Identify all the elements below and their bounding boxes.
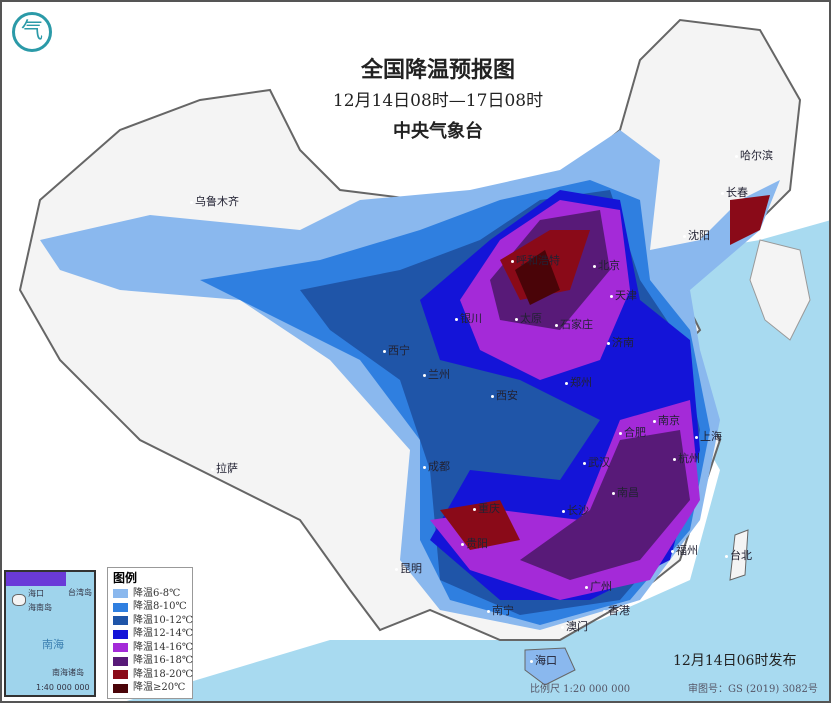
south-china-sea-inset: 海口 海南岛 台湾岛 南海 南海诸岛 1:40 000 000	[4, 570, 96, 697]
legend-swatch	[113, 683, 128, 693]
city-label: 南宁	[487, 604, 514, 617]
legend-label: 降温10-12℃	[133, 614, 194, 626]
legend-swatch	[113, 616, 128, 626]
city-label: 广州	[585, 580, 612, 593]
city-label: 石家庄	[555, 318, 593, 331]
legend: 图例 降温6-8℃ 降温8-10℃ 降温10-12℃ 降温12-14℃ 降温14-16℃…	[107, 567, 193, 699]
city-label: 郑州	[565, 376, 592, 389]
city-label: 重庆	[473, 502, 500, 515]
city-label: 武汉	[583, 456, 610, 469]
cooling-zones	[40, 130, 780, 630]
city-label: 济南	[607, 336, 634, 349]
legend-swatch	[113, 643, 128, 653]
inset-label: 南海诸岛	[52, 668, 84, 677]
legend-label: 降温12-14℃	[133, 628, 194, 640]
city-label: 香港	[603, 604, 630, 617]
legend-swatch	[113, 656, 128, 666]
forecast-period: 12月14日08时—17日08时	[332, 91, 544, 111]
city-label: 乌鲁木齐	[190, 195, 239, 208]
legend-item: 降温18-20℃	[113, 668, 193, 682]
city-label: 哈尔滨	[735, 149, 773, 162]
map-scale: 比例尺 1:20 000 000	[530, 684, 631, 695]
inset-label: 1:40 000 000	[36, 683, 90, 692]
city-label: 杭州	[673, 452, 700, 465]
city-label: 南京	[653, 414, 680, 427]
city-label: 长沙	[562, 504, 589, 517]
city-label: 天津	[610, 289, 637, 302]
inset-label: 台湾岛	[68, 588, 92, 597]
city-label: 海口	[530, 654, 557, 667]
city-label: 澳门	[561, 620, 588, 633]
legend-swatch	[113, 602, 128, 612]
city-label: 长春	[721, 186, 748, 199]
legend-item: 降温≥20℃	[113, 682, 187, 696]
legend-item: 降温16-18℃	[113, 655, 193, 669]
legend-label: 降温16-18℃	[133, 655, 194, 667]
taiwan-island	[729, 529, 749, 581]
city-label: 兰州	[423, 368, 450, 381]
map-title: 全国降温预报图	[360, 58, 516, 83]
inset-label: 南海	[42, 638, 64, 651]
city-label: 合肥	[619, 426, 646, 439]
city-label: 南昌	[612, 486, 639, 499]
city-label: 西宁	[383, 344, 410, 357]
legend-label: 降温6-8℃	[133, 587, 181, 599]
legend-swatch	[113, 589, 128, 599]
map-approval-number: 审图号：GS (2019) 3082号	[688, 684, 818, 695]
cma-logo-icon: 气	[12, 12, 52, 52]
legend-title: 图例	[113, 571, 138, 585]
inset-label: 海南岛	[28, 603, 52, 612]
hainan-island	[524, 647, 576, 686]
legend-item: 降温8-10℃	[113, 601, 187, 615]
legend-label: 降温18-20℃	[133, 668, 194, 680]
legend-label: 降温14-16℃	[133, 641, 194, 653]
city-label: 上海	[695, 430, 722, 443]
legend-label: 降温≥20℃	[133, 682, 186, 694]
city-label: 台北	[725, 549, 752, 562]
legend-label: 降温8-10℃	[133, 601, 187, 613]
issuer: 中央气象台	[393, 121, 483, 142]
legend-swatch	[113, 629, 128, 639]
legend-swatch	[113, 670, 128, 680]
city-label: 北京	[593, 259, 620, 272]
city-label: 太原	[515, 312, 542, 325]
korea-peninsula	[749, 239, 811, 341]
city-label: 呼和浩特	[511, 254, 560, 267]
publish-time: 12月14日06时发布	[673, 653, 797, 669]
legend-item: 降温12-14℃	[113, 628, 193, 642]
city-label: 银川	[455, 312, 482, 325]
legend-item: 降温10-12℃	[113, 614, 193, 628]
city-label: 拉萨	[211, 462, 238, 475]
inset-label: 海口	[28, 589, 44, 598]
city-label: 成都	[423, 460, 450, 473]
city-label: 贵阳	[461, 537, 488, 550]
legend-item: 降温6-8℃	[113, 587, 187, 601]
legend-item: 降温14-16℃	[113, 641, 193, 655]
city-label: 西安	[491, 389, 518, 402]
city-label: 福州	[671, 544, 698, 557]
city-label: 沈阳	[683, 229, 710, 242]
city-label: 昆明	[395, 562, 422, 575]
